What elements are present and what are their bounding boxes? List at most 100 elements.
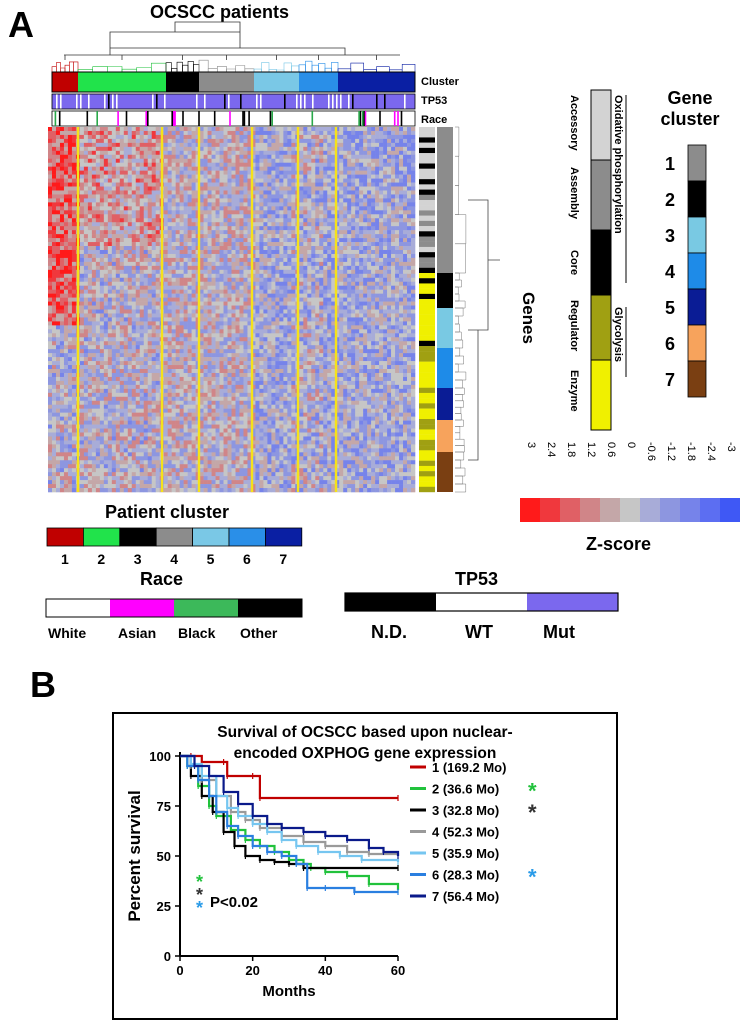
- heatmap-cell: [323, 257, 328, 263]
- heatmap-cell: [351, 186, 356, 191]
- heatmap-cell: [227, 329, 232, 334]
- heatmap-cell: [195, 158, 200, 164]
- heatmap-cell: [339, 162, 344, 167]
- heatmap-cell: [187, 321, 192, 326]
- heatmap-cell: [315, 313, 320, 318]
- heatmap-cell: [155, 230, 160, 235]
- heatmap-cell: [115, 198, 121, 203]
- heatmap-cell: [131, 142, 137, 148]
- heatmap-cell: [231, 127, 236, 132]
- heatmap-cell: [319, 249, 324, 255]
- heatmap-cell: [271, 130, 276, 136]
- heatmap-cell: [127, 174, 133, 179]
- heatmap-cell: [395, 329, 400, 334]
- heatmap-cell: [139, 305, 145, 310]
- heatmap-cell: [115, 210, 121, 215]
- heatmap-cell: [327, 269, 332, 275]
- heatmap-cell: [391, 305, 396, 310]
- heatmap-cell: [143, 321, 149, 326]
- heatmap-cell: [111, 210, 117, 215]
- heatmap-cell: [355, 281, 360, 286]
- heatmap-cell: [271, 289, 276, 294]
- heatmap-cell: [67, 186, 73, 191]
- heatmap-cell: [107, 138, 113, 144]
- heatmap-cell: [211, 186, 216, 191]
- heatmap-cell: [271, 154, 276, 160]
- heatmap-cell: [131, 309, 137, 314]
- heatmap-cell: [199, 289, 204, 294]
- heatmap-cell: [187, 261, 192, 267]
- heatmap-cell: [191, 170, 196, 175]
- heatmap-cell: [223, 138, 228, 144]
- heatmap-cell: [387, 321, 392, 326]
- heatmap-cell: [235, 325, 240, 330]
- heatmap-cell: [367, 309, 372, 314]
- heatmap-cell: [307, 214, 312, 219]
- heatmap-cell: [259, 317, 264, 322]
- heatmap-cell: [235, 329, 240, 334]
- heatmap-cell: [391, 281, 396, 286]
- heatmap-cell: [347, 305, 352, 310]
- race-mark: [174, 111, 176, 126]
- heatmap-cell: [407, 234, 412, 239]
- heatmap-cell: [107, 127, 113, 132]
- heatmap-cell: [263, 297, 268, 302]
- heatmap-cell: [151, 194, 157, 199]
- heatmap-cell: [99, 162, 105, 167]
- heatmap-cell: [407, 309, 412, 314]
- heatmap-cell: [391, 289, 396, 294]
- heatmap-cell: [127, 238, 133, 243]
- heatmap-cell: [279, 301, 284, 306]
- heatmap-cell: [343, 158, 348, 164]
- heatmap-cell: [231, 174, 236, 179]
- heatmap-cell: [71, 230, 77, 235]
- heatmap-cell: [175, 206, 180, 211]
- heatmap-cell: [91, 329, 97, 334]
- heatmap-cell: [307, 253, 312, 259]
- heatmap-cell: [48, 285, 53, 290]
- heatmap-cell: [151, 305, 157, 310]
- heatmap-cell: [395, 305, 400, 310]
- heatmap-cell: [67, 321, 73, 326]
- heatmap-cell: [247, 253, 252, 259]
- heatmap-cell: [111, 333, 117, 338]
- heatmap-cell: [48, 317, 53, 322]
- heatmap-cell: [48, 273, 53, 279]
- heatmap-cell: [67, 158, 73, 164]
- heatmap-cell: [267, 257, 272, 263]
- heatmap-cell: [287, 242, 292, 247]
- heatmap-cell: [359, 297, 364, 302]
- heatmap-cell: [187, 301, 192, 306]
- heatmap-cell: [195, 277, 200, 283]
- heatmap-cell: [343, 154, 348, 160]
- heatmap-cell: [255, 186, 260, 191]
- heatmap-cell: [63, 182, 69, 187]
- heatmap-cell: [91, 269, 97, 275]
- heatmap-cell: [363, 210, 368, 215]
- heatmap-cell: [339, 210, 344, 215]
- heatmap-cell: [199, 238, 204, 243]
- heatmap-cell: [191, 253, 196, 259]
- heatmap-cell: [95, 178, 101, 183]
- heatmap-cell: [191, 210, 196, 215]
- heatmap-cell: [395, 158, 400, 164]
- heatmap-cell: [335, 313, 340, 318]
- heatmap-cell: [251, 249, 256, 255]
- heatmap-cell: [219, 138, 224, 144]
- heatmap-cell: [187, 206, 192, 211]
- heatmap-cell: [115, 238, 121, 243]
- heatmap-cell: [51, 305, 57, 310]
- heatmap-cell: [115, 301, 121, 306]
- heatmap-cell: [231, 238, 236, 243]
- heatmap-cell: [255, 178, 260, 183]
- heatmap-cell: [379, 178, 384, 183]
- heatmap-cell: [411, 138, 416, 144]
- heatmap-cell: [79, 130, 85, 136]
- heatmap-cell: [223, 273, 228, 279]
- heatmap-cell: [215, 158, 220, 164]
- heatmap-cell: [315, 134, 320, 140]
- heatmap-cell: [271, 178, 276, 183]
- heatmap-cell: [48, 293, 53, 298]
- heatmap-cell: [203, 194, 208, 199]
- heatmap-cell: [71, 253, 77, 259]
